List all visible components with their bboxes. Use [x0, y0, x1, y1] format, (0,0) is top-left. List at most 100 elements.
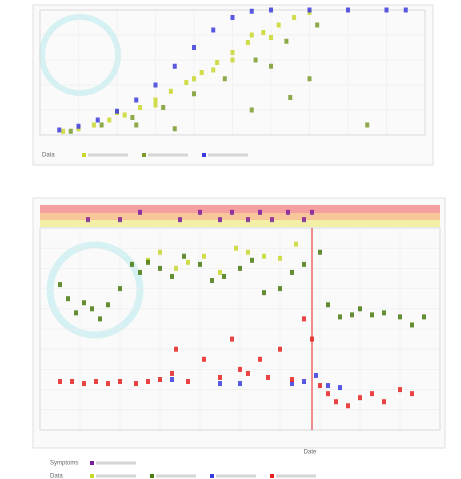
point — [186, 379, 190, 385]
band-orange — [40, 213, 440, 220]
band-red — [40, 205, 440, 213]
point — [294, 241, 298, 247]
point — [310, 336, 314, 342]
point — [57, 127, 62, 133]
legend-swatch — [270, 474, 274, 478]
point — [410, 391, 414, 397]
point — [358, 395, 362, 401]
point — [230, 50, 235, 55]
point — [302, 379, 306, 385]
point — [138, 269, 142, 275]
point — [269, 35, 273, 40]
point — [146, 379, 150, 385]
point — [290, 269, 294, 275]
point — [58, 282, 62, 288]
legend-text-blur — [88, 153, 128, 157]
point — [94, 379, 98, 385]
x-axis-label: Date — [304, 450, 317, 456]
point — [249, 8, 254, 14]
point — [210, 278, 214, 284]
point — [199, 70, 204, 75]
point — [230, 209, 234, 215]
point — [307, 76, 312, 82]
point — [246, 370, 250, 376]
point — [158, 249, 162, 255]
point — [382, 399, 386, 405]
point — [118, 286, 122, 292]
point — [170, 273, 174, 279]
point — [198, 209, 202, 215]
point — [174, 265, 178, 271]
point — [70, 379, 74, 385]
point — [218, 381, 222, 387]
point — [192, 45, 196, 50]
legend-swatch — [142, 153, 146, 157]
point — [76, 123, 81, 129]
point — [326, 383, 330, 389]
point — [334, 399, 338, 405]
point — [315, 22, 320, 28]
point — [184, 80, 189, 85]
point — [290, 381, 294, 387]
point — [138, 209, 142, 215]
point — [253, 57, 258, 63]
point — [398, 387, 402, 393]
point — [245, 40, 250, 45]
legend-swatch — [90, 461, 94, 465]
point — [115, 108, 119, 114]
point — [278, 255, 282, 261]
point — [314, 372, 318, 378]
point — [138, 105, 143, 110]
point — [172, 126, 177, 132]
point — [358, 306, 362, 312]
point — [146, 259, 150, 265]
legend-swatch — [82, 153, 86, 157]
point — [218, 217, 222, 223]
point — [170, 377, 174, 382]
point — [230, 336, 234, 342]
point — [218, 269, 222, 275]
point — [338, 314, 342, 320]
point — [215, 60, 220, 65]
point — [246, 217, 250, 223]
point — [234, 245, 238, 251]
point — [186, 259, 190, 265]
point — [261, 30, 266, 35]
point — [302, 316, 306, 322]
point — [284, 38, 289, 44]
point — [222, 273, 226, 279]
point — [398, 314, 402, 320]
point — [302, 217, 306, 223]
legend-swatch — [90, 474, 94, 478]
point — [130, 115, 135, 120]
point — [310, 209, 314, 215]
point — [172, 63, 177, 69]
point — [68, 128, 73, 134]
plot-frame — [39, 9, 426, 136]
point — [153, 102, 158, 108]
point — [370, 391, 374, 397]
point — [178, 217, 182, 223]
point — [302, 261, 306, 267]
point — [107, 117, 112, 123]
point — [346, 7, 350, 13]
point — [262, 290, 266, 296]
point — [90, 306, 94, 312]
legend-text-blur — [96, 474, 136, 478]
point — [202, 253, 206, 259]
point — [246, 249, 250, 255]
legend-text-blur — [208, 153, 248, 157]
point — [130, 261, 134, 267]
legend-text-blur — [216, 474, 256, 478]
point — [211, 27, 216, 33]
point — [326, 302, 330, 308]
point — [249, 32, 254, 38]
point — [161, 105, 166, 110]
point — [95, 117, 100, 123]
point — [238, 381, 242, 387]
point — [422, 314, 426, 320]
point — [278, 286, 282, 292]
point — [192, 76, 196, 82]
watermark — [46, 241, 144, 339]
point — [307, 7, 312, 13]
